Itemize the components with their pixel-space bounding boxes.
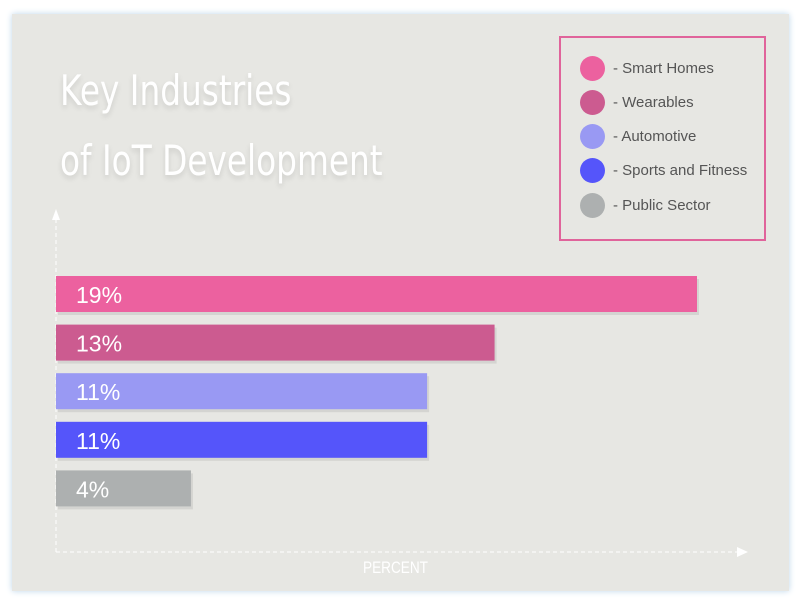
data-label: 4%	[76, 476, 109, 502]
legend-item: - Public Sector	[580, 192, 711, 218]
legend-item: - Wearables	[580, 89, 694, 115]
legend-swatch	[580, 89, 605, 115]
bar-wearables	[56, 324, 495, 361]
chart-title: Key Industries of IoT Development	[60, 56, 383, 196]
bar-smart-homes	[56, 276, 697, 312]
data-label: 11%	[76, 379, 120, 405]
title-line-2: of IoT Development	[60, 136, 383, 185]
legend-label: - Sports and Fitness	[613, 162, 748, 180]
bar-sports-and-fitness	[56, 421, 428, 458]
legend-label: - Public Sector	[613, 196, 711, 214]
x-axis-label: PERCENT	[363, 558, 428, 577]
bar-automotive	[56, 373, 428, 410]
legend-item: - Automotive	[580, 124, 696, 150]
legend-label: - Automotive	[613, 128, 697, 146]
x-axis-arrow-icon	[737, 547, 748, 557]
data-label: 19%	[76, 282, 122, 308]
legend-item: - Sports and Fitness	[580, 158, 747, 184]
y-axis-arrow-icon	[52, 209, 60, 220]
data-label: 13%	[76, 331, 122, 357]
data-label: 11%	[76, 428, 120, 454]
legend-swatch	[580, 55, 605, 81]
legend-label: - Smart Homes	[613, 59, 714, 77]
legend-swatch	[580, 158, 605, 184]
legend: - Smart Homes - Wearables - Automotive - Sp…	[559, 36, 766, 241]
legend-swatch	[580, 192, 605, 218]
legend-label: - Wearables	[613, 93, 694, 111]
title-line-1: Key Industries	[60, 66, 292, 115]
legend-item: - Smart Homes	[580, 55, 714, 81]
legend-swatch	[580, 124, 605, 150]
bar-public-sector	[56, 470, 191, 507]
